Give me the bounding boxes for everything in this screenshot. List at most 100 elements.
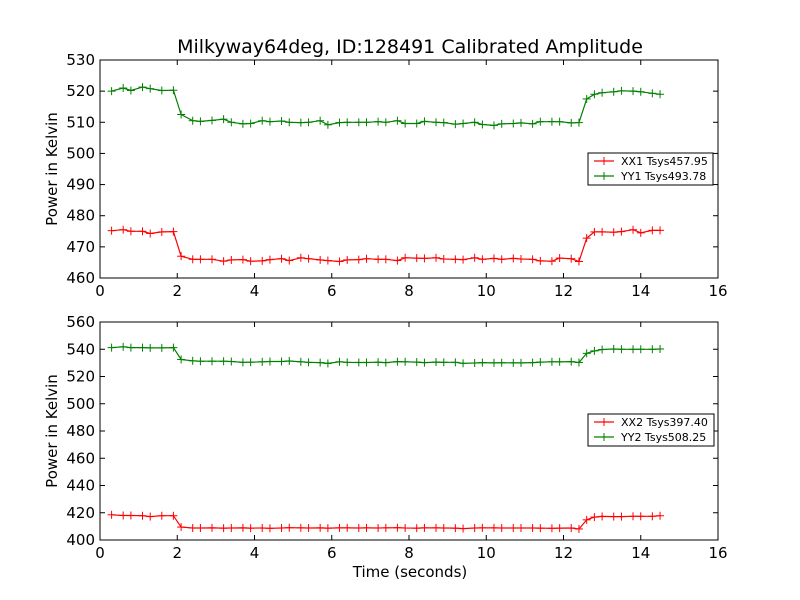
data-point [285,523,294,532]
data-point [617,512,626,521]
x-tick-label: 6 [327,544,337,562]
data-point [219,115,228,124]
data-point [432,523,441,532]
data-point [497,358,506,367]
data-point [277,117,286,126]
y-tick-label: 530 [66,51,95,69]
data-point [296,253,305,262]
data-point [590,346,599,355]
data-point [316,116,325,125]
data-point [451,120,460,129]
data-point [393,256,402,265]
data-point [296,357,305,366]
data-point [304,358,313,367]
y-tick-label: 500 [66,144,95,162]
data-point [107,87,116,96]
data-point [582,234,591,243]
data-point [459,119,468,128]
data-point [107,343,116,352]
data-point [636,87,645,96]
data-point [609,512,618,521]
data-point [343,118,352,127]
data-point [470,253,479,262]
data-point [451,358,460,367]
x-tick-label: 10 [477,544,496,562]
x-axis-label: Time (seconds) [352,563,468,581]
data-point [393,523,402,532]
data-point [536,358,545,367]
data-point [648,512,657,521]
data-point [169,86,178,95]
data-point [107,226,116,235]
data-point [157,343,166,352]
data-point [362,254,371,263]
data-point [362,358,371,367]
y-tick-label: 510 [66,113,95,131]
data-point [246,257,255,266]
data-point [177,110,186,119]
data-point [146,343,155,352]
data-point [277,357,286,366]
x-tick-label: 4 [250,282,260,300]
data-point [489,358,498,367]
x-tick-label: 14 [631,282,650,300]
data-point [343,255,352,264]
data-point [478,255,487,264]
data-point [451,524,460,533]
data-point [489,523,498,532]
y-tick-label: 520 [66,368,95,386]
data-point [470,359,479,368]
data-point [238,358,247,367]
data-point [470,524,479,533]
data-point [119,511,128,520]
x-tick-label: 12 [554,282,573,300]
data-point [636,345,645,354]
data-point [582,94,591,103]
x-tick-label: 10 [477,282,496,300]
data-point [497,524,506,533]
data-point [188,524,197,533]
data-point [528,358,537,367]
legend: XX2 Tsys397.40 YY2 Tsys508.25 [587,413,715,447]
data-point [335,357,344,366]
data-point [138,343,147,352]
data-point [196,255,205,264]
y-tick-label: 420 [66,504,95,522]
data-point [285,356,294,365]
data-point [374,524,383,533]
x-tick-label: 8 [404,544,414,562]
data-point [412,119,421,128]
data-point [316,523,325,532]
data-point [598,227,607,236]
data-point [381,255,390,264]
data-point [547,357,556,366]
data-point [238,523,247,532]
data-point [354,358,363,367]
data-point [354,255,363,264]
data-point [246,358,255,367]
data-point [208,357,217,366]
data-point [439,118,448,127]
data-point [316,255,325,264]
y-tick-label: 460 [66,269,95,287]
data-point [547,117,556,126]
data-point [451,255,460,264]
data-point [555,117,564,126]
data-point [656,90,665,99]
data-point [412,254,421,263]
data-point [648,226,657,235]
data-point [401,357,410,366]
data-point [420,117,429,126]
data-point [119,84,128,93]
data-point [459,359,468,368]
data-point [509,524,518,533]
legend-label: XX1 Tsys457.95 [621,155,708,168]
data-point [478,523,487,532]
legend-item: XX1 Tsys457.95 [594,155,708,168]
data-point [258,357,267,366]
data-point [381,358,390,367]
data-point [296,118,305,127]
data-point [219,257,228,266]
legend-item: XX2 Tsys397.40 [594,416,708,429]
